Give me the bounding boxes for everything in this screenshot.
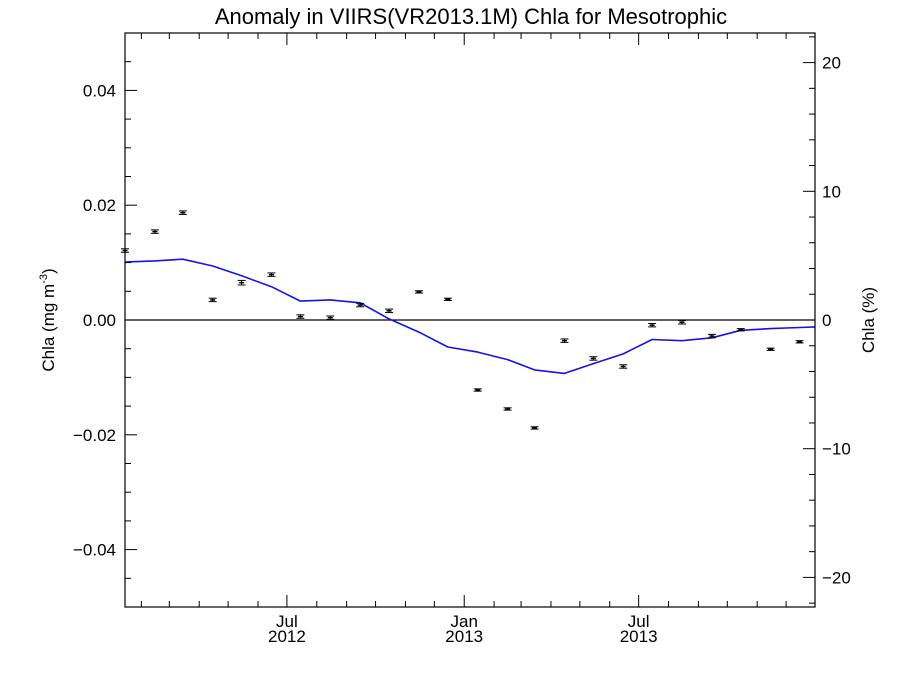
data-point xyxy=(707,333,716,339)
model-line xyxy=(124,258,816,375)
data-point xyxy=(414,290,423,294)
data-point xyxy=(736,328,745,332)
data-point xyxy=(589,356,598,361)
data-point xyxy=(473,388,482,392)
x-tick-label-month: Jul xyxy=(628,612,650,631)
x-tick-label-year: 2013 xyxy=(445,627,483,646)
y-axis-left-title-base: Chla (mg m xyxy=(39,284,58,372)
y-axis-left-title: Chla (mg m-3) xyxy=(38,268,58,371)
y-left-tick-label: 0.04 xyxy=(83,81,116,100)
x-tick-label-year: 2012 xyxy=(268,627,306,646)
data-point xyxy=(237,279,246,286)
y-axis-right-title: Chla (%) xyxy=(859,287,878,353)
data-point xyxy=(267,272,276,277)
y-right-tick-label: −10 xyxy=(822,440,851,459)
y-axis-left-title-sup: -3 xyxy=(38,274,50,284)
data-point xyxy=(178,210,187,215)
y-axis-left-title-close: ) xyxy=(39,268,58,274)
x-tick-label-month: Jul xyxy=(276,612,298,631)
y-right-tick-label: −20 xyxy=(822,568,851,587)
y-left-tick-label: −0.02 xyxy=(73,426,116,445)
data-point xyxy=(530,426,539,430)
y-left-tick-label: 0.00 xyxy=(83,311,116,330)
data-point xyxy=(766,347,775,351)
data-point xyxy=(385,308,394,314)
data-point xyxy=(503,407,512,411)
data-point xyxy=(356,302,365,308)
data-point xyxy=(443,297,452,301)
x-tick-label-month: Jan xyxy=(451,612,478,631)
y-right-tick-label: 10 xyxy=(822,182,841,201)
y-right-tick-label: 0 xyxy=(822,311,831,330)
y-left-tick-label: −0.04 xyxy=(73,541,116,560)
data-point xyxy=(326,315,335,320)
data-point xyxy=(619,364,628,369)
data-point xyxy=(296,314,305,319)
data-point xyxy=(208,297,217,303)
chart-title: Anomaly in VIIRS(VR2013.1M) Chla for Mes… xyxy=(215,4,727,29)
data-point xyxy=(648,322,657,328)
data-point xyxy=(150,229,159,234)
data-point xyxy=(678,320,687,325)
y-left-tick-label: 0.02 xyxy=(83,196,116,215)
data-point xyxy=(795,340,804,344)
data-point xyxy=(560,338,569,343)
y-right-tick-label: 20 xyxy=(822,54,841,73)
x-tick-label-year: 2013 xyxy=(620,627,658,646)
